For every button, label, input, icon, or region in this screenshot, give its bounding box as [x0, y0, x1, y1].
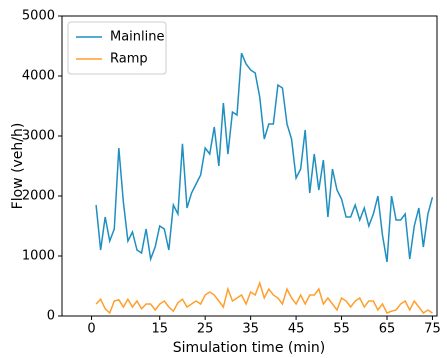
y-tick-label: 4000 [22, 69, 55, 84]
x-tick-label: 45 [288, 322, 305, 337]
x-tick-label: 55 [333, 322, 350, 337]
legend-label: Mainline [110, 30, 165, 45]
y-axis-label: Flow (veh/h) [10, 123, 26, 210]
y-tick-label: 3000 [22, 129, 55, 144]
legend-label: Ramp [110, 52, 148, 67]
x-tick-label: 15 [151, 322, 168, 337]
y-tick-label: 1000 [22, 249, 55, 264]
x-tick-label: 75 [424, 322, 441, 337]
x-tick-label: 25 [197, 322, 214, 337]
plot-frame [61, 15, 438, 317]
x-tick-label: 35 [242, 322, 259, 337]
x-axis-label: Simulation time (min) [173, 340, 325, 356]
y-tick-label: 5000 [22, 9, 55, 24]
series-line [95, 52, 434, 263]
x-tick-label: 0 [87, 322, 95, 337]
legend-box [67, 21, 167, 75]
y-tick-label: 2000 [22, 189, 55, 204]
x-tick-label: 65 [379, 322, 396, 337]
series-line [95, 280, 433, 315]
y-tick-label: 0 [47, 309, 55, 324]
